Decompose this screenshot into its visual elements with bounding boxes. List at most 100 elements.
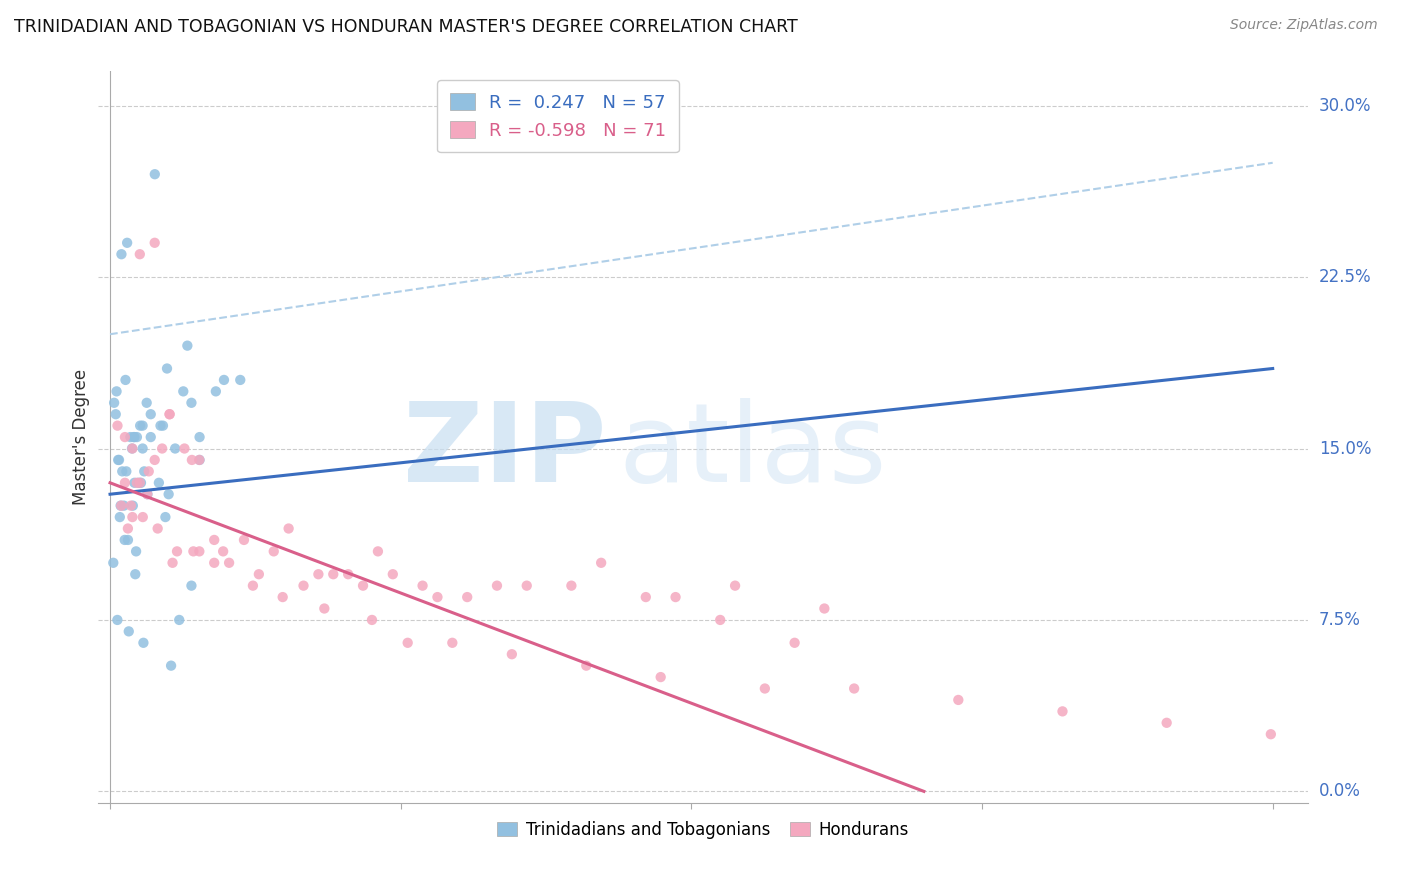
Point bbox=[188, 453, 211, 467]
Point bbox=[125, 544, 148, 558]
Point bbox=[166, 544, 188, 558]
Point bbox=[664, 590, 686, 604]
Point bbox=[456, 590, 478, 604]
Point bbox=[560, 579, 582, 593]
Point bbox=[501, 647, 523, 661]
Point bbox=[148, 475, 170, 490]
Point bbox=[111, 464, 134, 478]
Point bbox=[180, 396, 202, 410]
Point bbox=[205, 384, 228, 399]
Point bbox=[131, 442, 153, 456]
Point bbox=[212, 373, 235, 387]
Point bbox=[634, 590, 657, 604]
Point bbox=[263, 544, 285, 558]
Point bbox=[724, 579, 747, 593]
Point bbox=[948, 693, 970, 707]
Point bbox=[277, 521, 299, 535]
Text: Source: ZipAtlas.com: Source: ZipAtlas.com bbox=[1230, 18, 1378, 32]
Point bbox=[173, 442, 195, 456]
Point bbox=[125, 430, 148, 444]
Point bbox=[121, 510, 143, 524]
Point bbox=[129, 475, 152, 490]
Point bbox=[122, 430, 145, 444]
Point bbox=[650, 670, 672, 684]
Point bbox=[104, 407, 127, 421]
Point bbox=[314, 601, 336, 615]
Point bbox=[176, 338, 198, 352]
Point bbox=[115, 464, 138, 478]
Point bbox=[152, 418, 174, 433]
Point bbox=[124, 475, 146, 490]
Point bbox=[124, 567, 146, 582]
Point bbox=[844, 681, 866, 696]
Point bbox=[212, 544, 235, 558]
Point bbox=[118, 624, 141, 639]
Point bbox=[242, 579, 264, 593]
Point bbox=[121, 442, 143, 456]
Legend: Trinidadians and Tobagonians, Hondurans: Trinidadians and Tobagonians, Hondurans bbox=[491, 814, 915, 846]
Point bbox=[136, 487, 159, 501]
Point bbox=[110, 247, 132, 261]
Text: 0.0%: 0.0% bbox=[1319, 782, 1361, 800]
Point bbox=[172, 384, 194, 399]
Text: 22.5%: 22.5% bbox=[1319, 268, 1371, 286]
Point bbox=[202, 533, 225, 547]
Point bbox=[115, 235, 138, 250]
Point bbox=[1052, 705, 1074, 719]
Point bbox=[132, 510, 155, 524]
Point bbox=[105, 384, 128, 399]
Point bbox=[138, 464, 160, 478]
Point bbox=[124, 430, 146, 444]
Point bbox=[396, 636, 419, 650]
Text: 15.0%: 15.0% bbox=[1319, 440, 1371, 458]
Point bbox=[485, 579, 508, 593]
Point bbox=[139, 430, 162, 444]
Point bbox=[143, 453, 166, 467]
Point bbox=[121, 442, 143, 456]
Point bbox=[1156, 715, 1178, 730]
Point bbox=[337, 567, 360, 582]
Point bbox=[188, 430, 211, 444]
Text: TRINIDADIAN AND TOBAGONIAN VS HONDURAN MASTER'S DEGREE CORRELATION CHART: TRINIDADIAN AND TOBAGONIAN VS HONDURAN M… bbox=[14, 18, 797, 36]
Point bbox=[143, 235, 166, 250]
Point bbox=[139, 407, 162, 421]
Point bbox=[149, 418, 172, 433]
Point bbox=[233, 533, 256, 547]
Point bbox=[367, 544, 389, 558]
Point bbox=[218, 556, 240, 570]
Point bbox=[159, 407, 181, 421]
Point bbox=[180, 579, 202, 593]
Point bbox=[128, 247, 150, 261]
Point bbox=[114, 533, 136, 547]
Point bbox=[107, 453, 129, 467]
Point bbox=[129, 418, 152, 433]
Y-axis label: Master's Degree: Master's Degree bbox=[72, 369, 90, 505]
Point bbox=[125, 475, 148, 490]
Point bbox=[426, 590, 449, 604]
Point bbox=[103, 396, 125, 410]
Point bbox=[591, 556, 613, 570]
Point bbox=[103, 556, 125, 570]
Point bbox=[121, 499, 143, 513]
Point bbox=[134, 464, 156, 478]
Point bbox=[352, 579, 374, 593]
Point bbox=[157, 487, 180, 501]
Point bbox=[188, 453, 211, 467]
Point bbox=[136, 487, 159, 501]
Point bbox=[156, 361, 179, 376]
Point bbox=[108, 510, 131, 524]
Point bbox=[167, 613, 190, 627]
Point bbox=[516, 579, 538, 593]
Point bbox=[110, 499, 132, 513]
Point bbox=[575, 658, 598, 673]
Point bbox=[107, 418, 129, 433]
Point bbox=[165, 442, 187, 456]
Point bbox=[114, 430, 136, 444]
Point bbox=[180, 453, 202, 467]
Point bbox=[783, 636, 806, 650]
Point bbox=[709, 613, 731, 627]
Point bbox=[412, 579, 434, 593]
Point bbox=[131, 418, 153, 433]
Point bbox=[155, 510, 177, 524]
Text: 30.0%: 30.0% bbox=[1319, 96, 1371, 115]
